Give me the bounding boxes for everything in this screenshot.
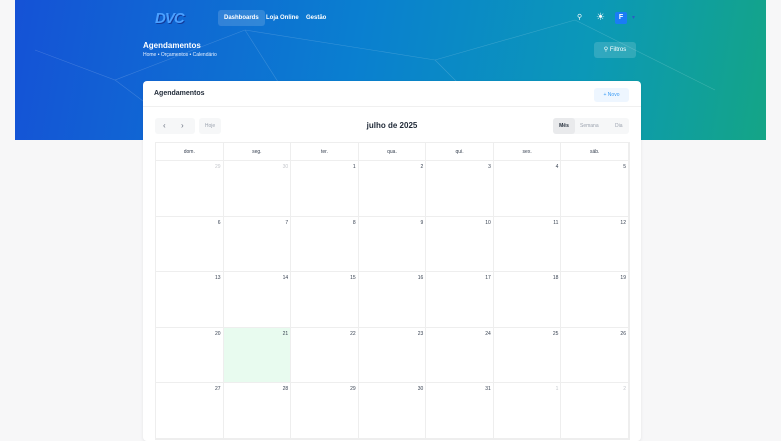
day-cell[interactable]: 7: [223, 216, 292, 272]
month-grid: dom. seg. ter. qua. qui. sex. sáb. 29 30 1 2 3 4 5 6 7 8…: [155, 142, 630, 440]
filter-icon: ⚲: [603, 47, 610, 53]
day-cell[interactable]: 30: [358, 383, 427, 439]
view-switcher: Mês Semana Dia: [553, 118, 629, 134]
day-cell[interactable]: 22: [291, 327, 359, 383]
nav-dashboards[interactable]: Dashboards: [218, 10, 265, 26]
day-cell[interactable]: 18: [493, 272, 562, 328]
day-cell[interactable]: 12: [561, 216, 629, 272]
day-cell[interactable]: 3: [426, 161, 494, 217]
day-cell[interactable]: 26: [561, 327, 629, 383]
day-cell[interactable]: 11: [493, 216, 562, 272]
day-cell[interactable]: 28: [223, 383, 292, 439]
nav-buttons: ‹ ›: [155, 118, 195, 134]
weekday-header: qui.: [426, 143, 494, 161]
view-month[interactable]: Mês: [553, 118, 575, 134]
day-cell[interactable]: 6: [156, 216, 224, 272]
weekday-header: sex.: [493, 143, 562, 161]
new-button[interactable]: + Novo: [594, 88, 629, 102]
calendar-card: Agendamentos + Novo ‹ › Hoje julho de 20…: [143, 81, 641, 441]
day-cell[interactable]: 21: [223, 327, 292, 383]
day-cell[interactable]: 2: [561, 383, 629, 439]
day-cell[interactable]: 1: [493, 383, 562, 439]
weekday-header: ter.: [291, 143, 359, 161]
day-cell[interactable]: 29: [156, 161, 224, 217]
day-cell[interactable]: 16: [358, 272, 427, 328]
today-button[interactable]: Hoje: [199, 118, 221, 134]
view-day[interactable]: Dia: [615, 123, 623, 129]
page-title: Agendamentos: [143, 41, 201, 50]
day-cell[interactable]: 4: [493, 161, 562, 217]
day-cell[interactable]: 1: [291, 161, 359, 217]
month-title: julho de 2025: [366, 121, 418, 130]
filters-label: Filtros: [609, 47, 627, 53]
nav-gestao[interactable]: Gestão: [306, 15, 327, 21]
day-cell[interactable]: 13: [156, 272, 224, 328]
view-week[interactable]: Semana: [580, 123, 599, 129]
avatar[interactable]: F: [615, 12, 627, 24]
day-cell[interactable]: 9: [358, 216, 427, 272]
weekday-header: dom.: [156, 143, 224, 161]
day-cell[interactable]: 29: [291, 383, 359, 439]
day-cell[interactable]: 17: [426, 272, 494, 328]
day-cell[interactable]: 20: [156, 327, 224, 383]
weekday-header: seg.: [223, 143, 292, 161]
prev-button[interactable]: ‹: [163, 121, 166, 130]
weekday-header: sáb.: [561, 143, 629, 161]
day-cell[interactable]: 10: [426, 216, 494, 272]
day-cell[interactable]: 27: [156, 383, 224, 439]
day-cell[interactable]: 8: [291, 216, 359, 272]
weekday-header: qua.: [358, 143, 427, 161]
day-cell[interactable]: 24: [426, 327, 494, 383]
nav-loja-online[interactable]: Loja Online: [266, 15, 299, 21]
day-cell[interactable]: 19: [561, 272, 629, 328]
card-header: Agendamentos + Novo: [143, 81, 641, 107]
filters-button[interactable]: ⚲ Filtros: [594, 42, 636, 58]
sun-icon[interactable]: ☀: [596, 12, 605, 23]
day-cell[interactable]: 23: [358, 327, 427, 383]
day-cell[interactable]: 25: [493, 327, 562, 383]
day-cell[interactable]: 14: [223, 272, 292, 328]
card-title: Agendamentos: [154, 90, 205, 97]
day-cell[interactable]: 31: [426, 383, 494, 439]
day-cell[interactable]: 30: [223, 161, 292, 217]
link-icon[interactable]: ⚲: [577, 14, 583, 21]
logo[interactable]: DVC: [155, 10, 185, 27]
next-button[interactable]: ›: [181, 121, 184, 130]
breadcrumb[interactable]: Home • Orçamentos • Calendário: [143, 52, 217, 58]
day-cell[interactable]: 5: [561, 161, 629, 217]
user-menu-chevron-icon[interactable]: ▾: [632, 15, 636, 21]
day-cell[interactable]: 15: [291, 272, 359, 328]
day-cell[interactable]: 2: [358, 161, 427, 217]
